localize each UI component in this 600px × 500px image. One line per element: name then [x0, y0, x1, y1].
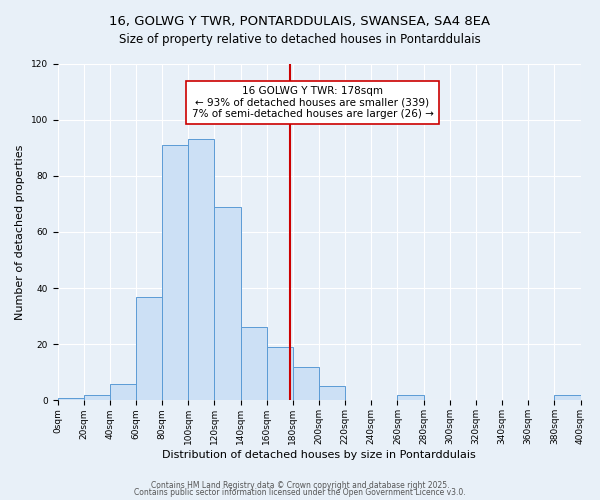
Bar — [110, 384, 136, 400]
Bar — [293, 366, 319, 400]
Y-axis label: Number of detached properties: Number of detached properties — [15, 144, 25, 320]
Text: Contains HM Land Registry data © Crown copyright and database right 2025.: Contains HM Land Registry data © Crown c… — [151, 480, 449, 490]
Bar — [136, 296, 162, 401]
X-axis label: Distribution of detached houses by size in Pontarddulais: Distribution of detached houses by size … — [162, 450, 476, 460]
Bar — [397, 395, 424, 400]
Bar — [214, 206, 241, 400]
Text: 16, GOLWG Y TWR, PONTARDDULAIS, SWANSEA, SA4 8EA: 16, GOLWG Y TWR, PONTARDDULAIS, SWANSEA,… — [109, 15, 491, 28]
Text: Size of property relative to detached houses in Pontarddulais: Size of property relative to detached ho… — [119, 32, 481, 46]
Bar — [58, 398, 83, 400]
Bar — [83, 395, 110, 400]
Bar — [162, 145, 188, 401]
Text: Contains public sector information licensed under the Open Government Licence v3: Contains public sector information licen… — [134, 488, 466, 497]
Bar — [554, 395, 581, 400]
Bar — [267, 347, 293, 401]
Bar — [319, 386, 345, 400]
Text: 16 GOLWG Y TWR: 178sqm
← 93% of detached houses are smaller (339)
7% of semi-det: 16 GOLWG Y TWR: 178sqm ← 93% of detached… — [191, 86, 433, 119]
Bar — [241, 328, 267, 400]
Bar — [188, 140, 214, 400]
